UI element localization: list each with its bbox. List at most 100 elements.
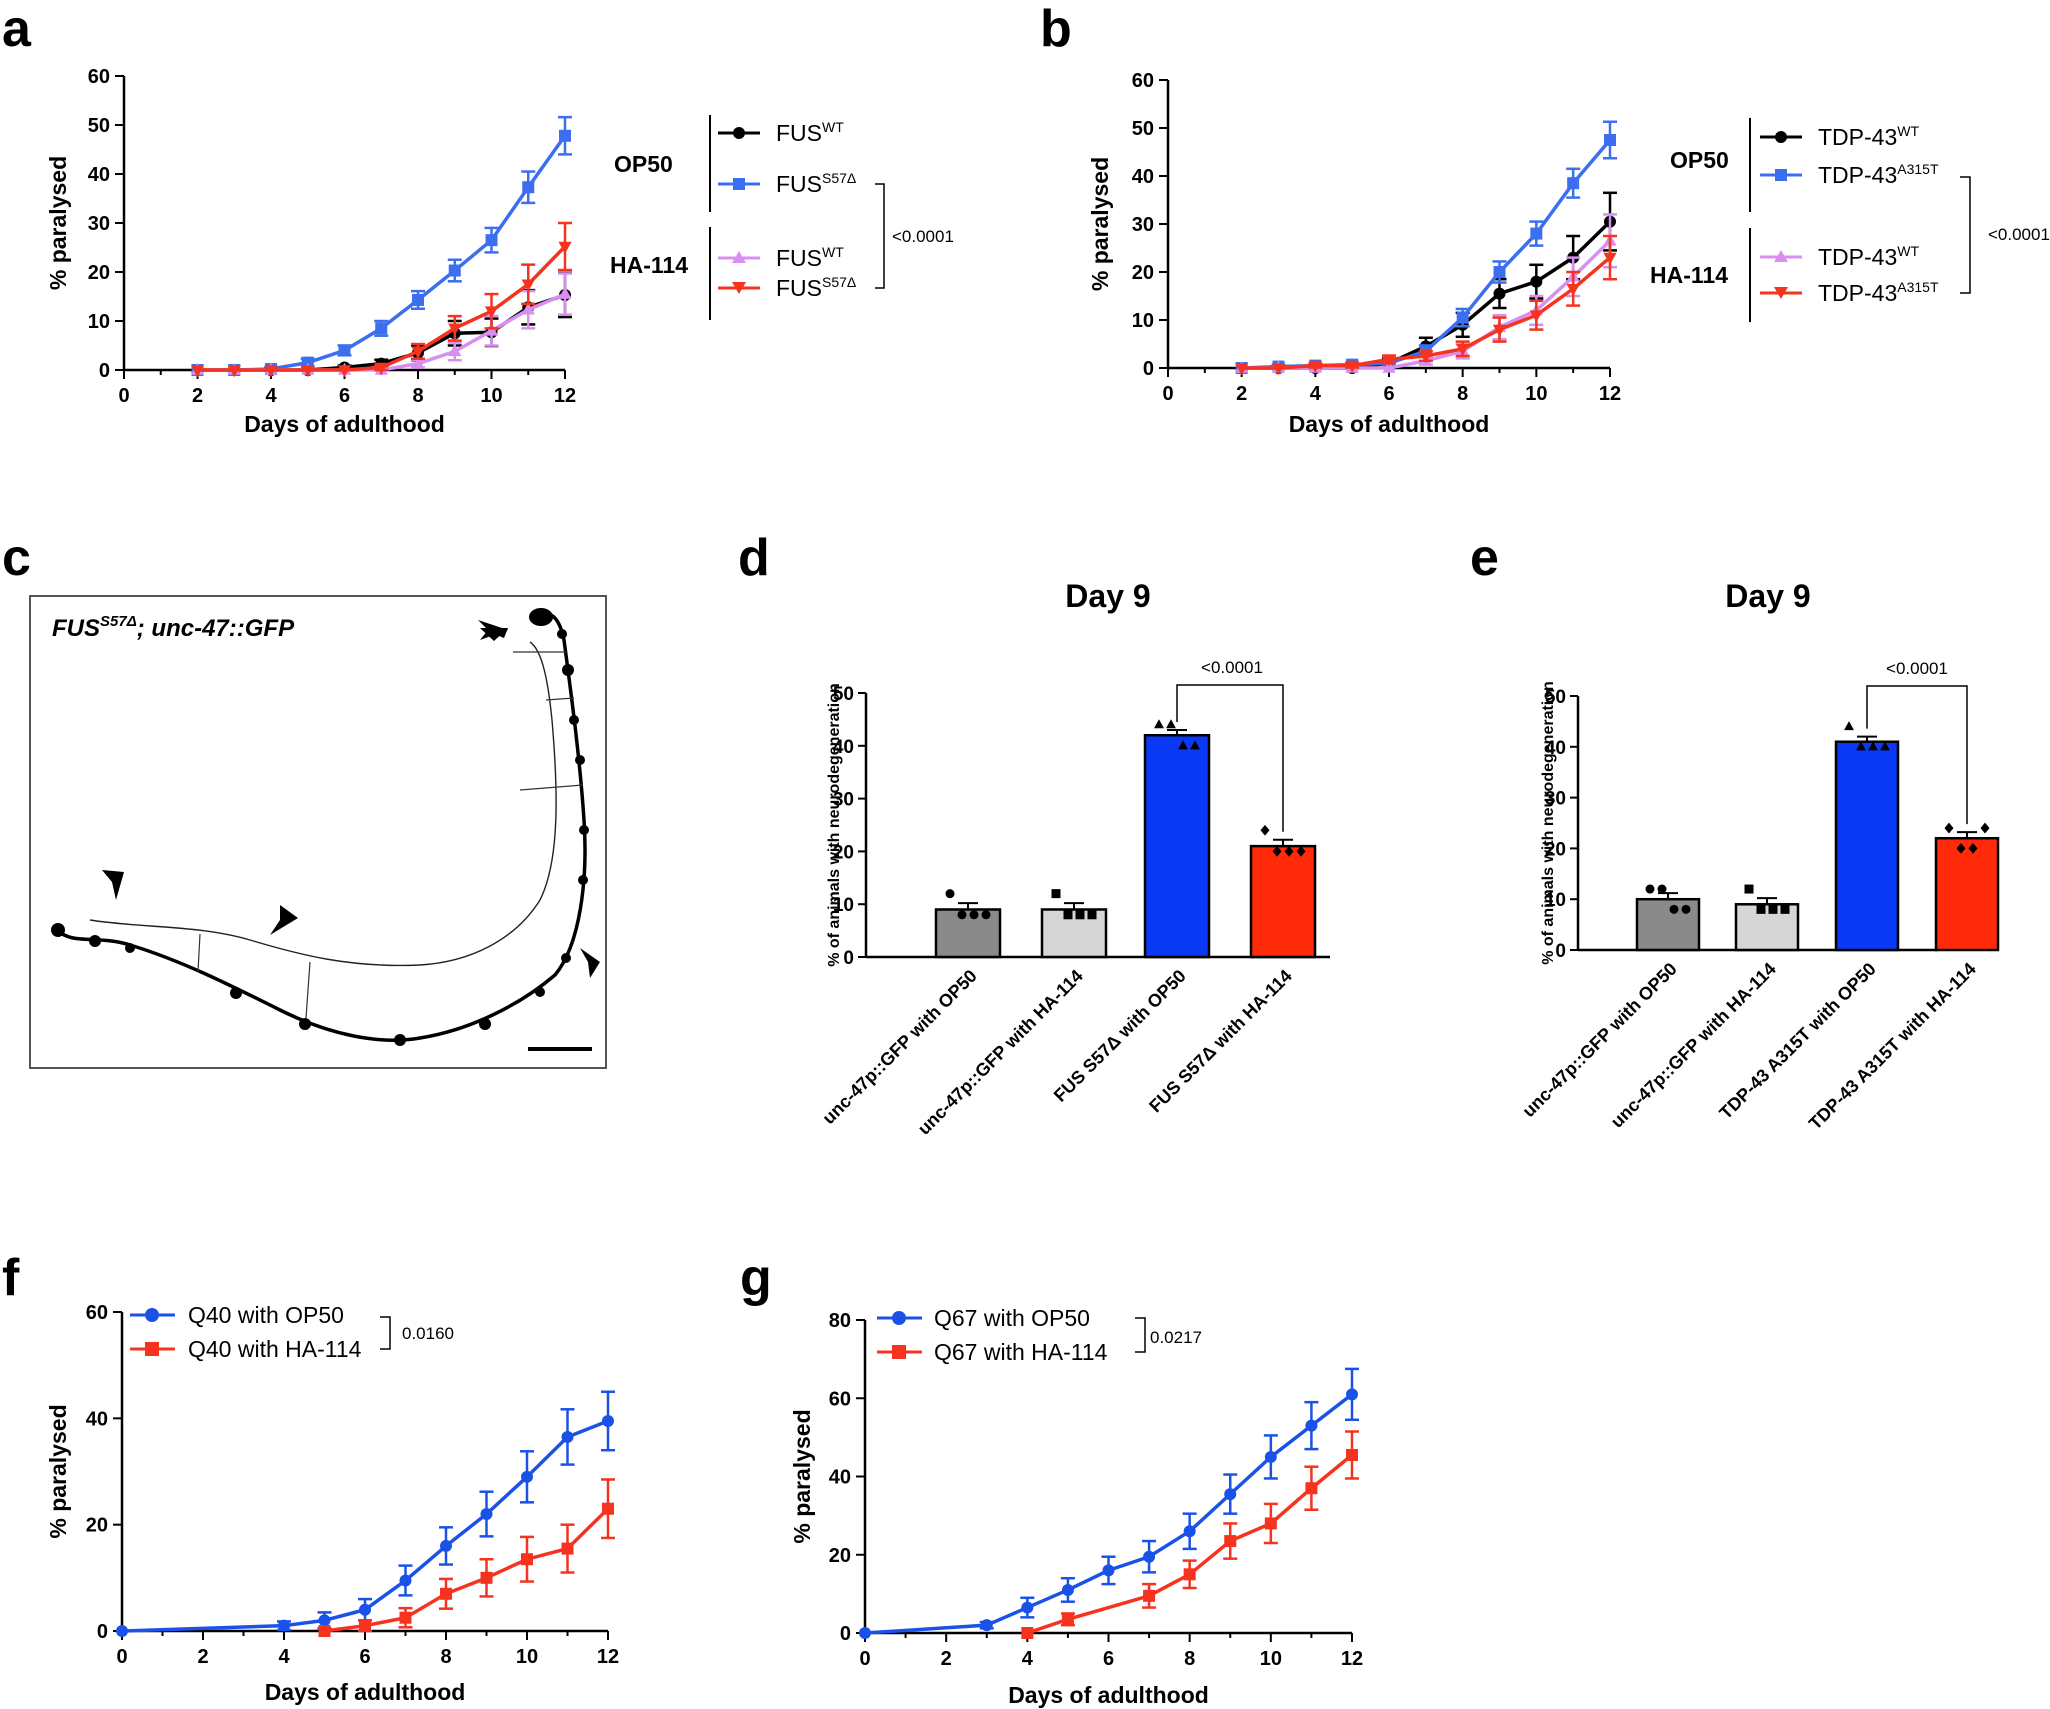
x-tick-label-g: 2 (941, 1648, 952, 1670)
bar-point-e (1657, 884, 1667, 894)
legend-a-marker-fus-mut-ha (732, 282, 746, 294)
cell-body (569, 715, 579, 725)
y-axis-title-b: % paralysed (1087, 157, 1113, 291)
data-point-f (561, 1542, 574, 1555)
data-point-g (1143, 1550, 1156, 1563)
microscopy-caption: FUSS57Δ; unc-47::GFP (52, 613, 295, 642)
x-tick-label-a: 8 (412, 385, 423, 407)
data-point-f (602, 1414, 614, 1427)
x-tick-label-f: 8 (440, 1646, 451, 1668)
series-a-3 (190, 221, 572, 378)
legend-a-marker-fus-wt (733, 127, 745, 139)
bar-point-e (1756, 904, 1766, 914)
cell-body (561, 953, 571, 963)
y-axis-title-e: % of animals with neurodegeneration (1540, 681, 1557, 965)
y-tick-label-d: 30 (833, 790, 854, 811)
y-tick-label-g: 20 (829, 1545, 851, 1567)
bar-point-d (1284, 846, 1294, 857)
data-point-f (561, 1430, 574, 1443)
chart-b: 0 2 4 6 8 10 12 0 10 20 30 40 50 60 Days of adulthood%… (1087, 70, 1621, 437)
x-tick-label-a: 12 (554, 385, 576, 407)
series-g-0 (859, 1367, 1359, 1639)
legend-b-label-tdp-wt: TDP-43WT (1818, 123, 1919, 150)
bar-point-d (981, 910, 991, 920)
y-tick-label-a: 40 (88, 164, 110, 186)
x-axis-title-g: Days of adulthood (1008, 1682, 1209, 1708)
data-point-b (1493, 287, 1506, 300)
data-point-a (374, 362, 388, 375)
commissure-4 (545, 697, 575, 701)
cell-body (557, 629, 567, 639)
bar-point-d (1154, 719, 1164, 729)
category-label-e: TDP-43 A315T with HA-114 (1805, 959, 1980, 1134)
x-tick-label-g: 12 (1341, 1648, 1363, 1670)
bar-chart-title-e: Day 9 (1725, 578, 1810, 614)
bar-point-e (1880, 741, 1890, 751)
cell-body (479, 1018, 491, 1030)
series-f-0 (116, 1390, 615, 1637)
x-tick-label-g: 6 (1103, 1648, 1114, 1670)
dorsal-nerve-cord (89, 641, 557, 967)
data-point-g (1183, 1568, 1196, 1581)
series-b-1 (1235, 120, 1617, 374)
sig-pvalue-e: <0.0001 (1886, 659, 1948, 678)
y-tick-label-b: 50 (1132, 118, 1154, 140)
microscopy-frame (29, 595, 607, 1069)
data-point-a (375, 322, 388, 335)
x-tick-label-g: 8 (1184, 1648, 1195, 1670)
x-tick-label-b: 4 (1310, 383, 1322, 405)
x-tick-label-g: 0 (859, 1648, 870, 1670)
bar-point-d (945, 889, 955, 899)
y-tick-label-a: 30 (88, 213, 110, 235)
bar-point-e (1980, 822, 1990, 834)
series-b-3 (1235, 234, 1617, 376)
bar-point-d (1166, 719, 1176, 729)
cell-body (125, 943, 135, 953)
y-tick-label-b: 20 (1132, 262, 1154, 284)
y-tick-label-d: 50 (833, 684, 854, 705)
bar-d (1249, 844, 1317, 959)
data-point-g (1102, 1564, 1115, 1577)
series-a-1 (191, 115, 572, 376)
data-point-g (1264, 1517, 1277, 1530)
x-axis-title-a: Days of adulthood (244, 411, 445, 437)
y-tick-label-a: 0 (99, 360, 110, 382)
microscopy-panel: FUSS57Δ; unc-47::GFP (29, 595, 607, 1069)
data-point-b (1345, 360, 1359, 373)
arrowhead (478, 620, 508, 640)
series-line-f-0 (121, 1419, 609, 1633)
data-point-g (1143, 1589, 1156, 1602)
legend-b-label-tdp-wt-ha: TDP-43WT (1818, 243, 1919, 270)
sig-pvalue-d: <0.0001 (1201, 658, 1263, 677)
bar-point-d (1178, 740, 1188, 750)
data-point-b (1271, 363, 1286, 376)
legend-f-marker-op50 (145, 1308, 159, 1322)
bar-point-e (1780, 904, 1790, 914)
data-point-g (1061, 1583, 1074, 1596)
y-tick-label-d: 20 (833, 842, 854, 863)
legend-g-sig-bracket (1135, 1317, 1146, 1353)
y-tick-label-e: 20 (1545, 839, 1566, 860)
data-point-f (399, 1574, 412, 1587)
legend-a-label-fus-wt-ha: FUSWT (776, 244, 844, 271)
data-point-a (448, 323, 462, 336)
legend-a-marker-fus-mut (733, 178, 745, 190)
y-tick-label-b: 40 (1132, 166, 1154, 188)
x-tick-label-f: 12 (597, 1646, 619, 1668)
bar-chart-title-d: Day 9 (1065, 578, 1150, 614)
sig-bracket-d (1176, 684, 1284, 832)
panel-letter-a: a (2, 0, 32, 58)
y-tick-label-e: 0 (1555, 941, 1566, 962)
legend-b-marker-tdp-mut (1775, 169, 1787, 181)
x-tick-label-b: 0 (1162, 383, 1173, 405)
bar-point-e (1744, 884, 1754, 894)
bar-d (934, 908, 1002, 959)
data-point-b (1567, 177, 1580, 190)
bar-point-d (1190, 740, 1200, 750)
y-axis-title-a: % paralysed (45, 156, 71, 290)
y-tick-label-b: 10 (1132, 310, 1154, 332)
data-point-g (1305, 1482, 1318, 1495)
bar-point-d (1087, 910, 1097, 920)
legend-a-marker-fus-wt-ha (732, 251, 746, 263)
data-point-f (440, 1539, 452, 1552)
